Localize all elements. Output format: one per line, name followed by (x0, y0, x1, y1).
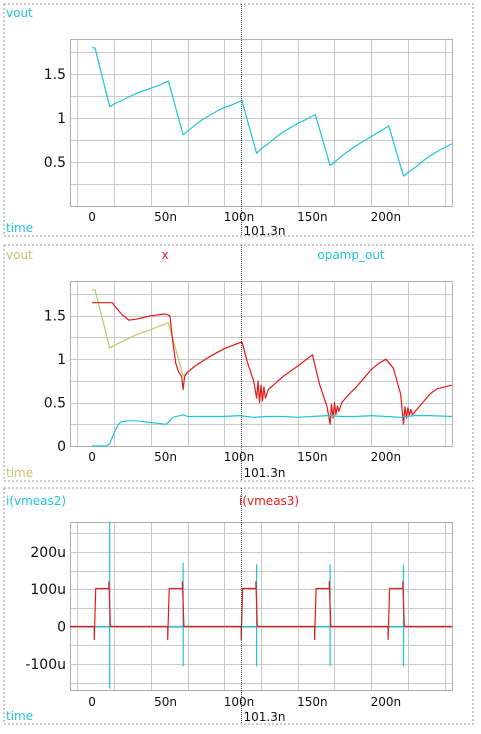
y-tick-label: 1 (57, 352, 66, 368)
plot-area (70, 522, 453, 691)
plot-area (70, 39, 453, 207)
legend-label: i(vmeas2) (6, 494, 66, 508)
y-tick-label: 0 (57, 620, 66, 636)
y-tick-label: 1 (57, 111, 66, 127)
grid (70, 522, 452, 690)
grid (70, 39, 452, 206)
legend-label: i(vmeas3) (239, 494, 299, 508)
series-line-i-vmeas3- (70, 581, 452, 641)
y-tick-label: 1.5 (44, 67, 66, 83)
chart-panel-2: 0 0.5 1 1.5 0 50n 100n 150n 200n vout x opamp_outti… (3, 244, 474, 482)
panel-frame (3, 244, 474, 482)
panel-frame (3, 487, 474, 725)
y-tick-label: 1.5 (44, 309, 66, 325)
x-tick-label: 50n (154, 450, 177, 464)
series-line-opamp-out (92, 414, 453, 447)
cursor-readout: 101.3n (244, 710, 286, 724)
panel-frame (3, 3, 474, 237)
x-tick-label: 0 (88, 450, 96, 464)
chart-panel-3: -100u 0 100u 200u 0 50n 100n 150n 200n i(vmeas2) i… (3, 487, 474, 725)
x-tick-label: 50n (154, 695, 177, 709)
x-tick-label: 150n (297, 210, 328, 224)
x-tick-label: 0 (88, 695, 96, 709)
x-tick-label: 200n (371, 695, 402, 709)
y-tick-label: -100u (25, 657, 66, 673)
x-axis-label: time (6, 709, 33, 723)
chart-panel-1: 0.5 1 1.5 0 50n 100n 150n 200n vout time 101.3n (3, 3, 474, 238)
legend-label: vout (6, 248, 33, 262)
x-tick-label: 200n (371, 450, 402, 464)
x-tick-label: 150n (297, 695, 328, 709)
y-tick-label: 0.5 (44, 155, 66, 171)
series-line-vout (92, 47, 453, 177)
series-line-x (92, 302, 453, 425)
x-tick-label: 200n (371, 210, 402, 224)
x-axis-label: time (6, 466, 33, 480)
x-tick-label: 100n (224, 210, 255, 224)
y-tick-label: 0.5 (44, 396, 66, 412)
cursor-readout: 101.3n (244, 224, 286, 238)
legend-label: x (161, 248, 168, 262)
y-tick-label: 100u (30, 582, 66, 598)
y-tick-label: 0 (57, 439, 66, 455)
x-tick-label: 0 (88, 210, 96, 224)
x-tick-label: 100n (224, 450, 255, 464)
cursor-readout: 101.3n (244, 466, 286, 480)
x-tick-label: 100n (224, 695, 255, 709)
grid (70, 281, 452, 446)
plot-area (70, 281, 453, 447)
x-axis-label: time (6, 221, 33, 235)
legend-label: opamp_out (317, 248, 385, 262)
y-tick-label: 200u (30, 545, 66, 561)
x-tick-label: 50n (154, 210, 177, 224)
legend-label: vout (6, 6, 33, 20)
x-tick-label: 150n (297, 450, 328, 464)
